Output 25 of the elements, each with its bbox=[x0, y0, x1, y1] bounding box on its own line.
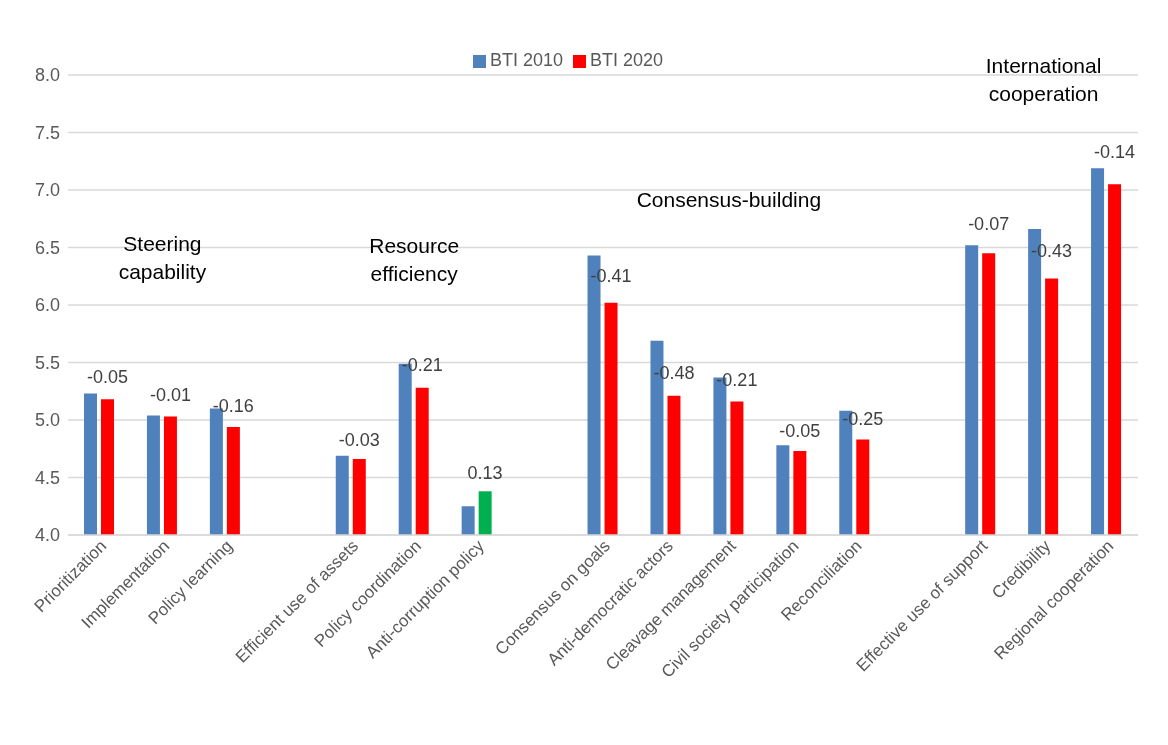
annotation: -0.01 bbox=[148, 384, 192, 408]
annotation: Resource efficiency bbox=[368, 233, 461, 287]
y-tick-label: 6.5 bbox=[34, 237, 60, 258]
y-tick-label: 4.0 bbox=[34, 525, 60, 546]
annotation: -0.05 bbox=[778, 420, 822, 444]
y-tick-label: 8.0 bbox=[34, 65, 60, 86]
y-tick-label: 7.5 bbox=[34, 122, 60, 143]
y-tick-label: 6.0 bbox=[34, 295, 60, 316]
legend-label: BTI 2010 bbox=[489, 50, 563, 70]
annotation: Consensus-building bbox=[635, 187, 823, 213]
annotation: -0.07 bbox=[967, 213, 1011, 237]
annotation: -0.14 bbox=[1093, 141, 1137, 165]
y-tick-label: 5.5 bbox=[34, 352, 60, 373]
annotation: 0.13 bbox=[466, 462, 504, 486]
y-tick-label: 4.5 bbox=[34, 467, 60, 488]
annotation: -0.21 bbox=[400, 354, 444, 378]
annotation: -0.05 bbox=[85, 366, 129, 390]
y-tick-label: 5.0 bbox=[34, 410, 60, 431]
annotation: -0.16 bbox=[211, 394, 255, 418]
annotation: Steering capability bbox=[118, 232, 207, 283]
annotation: -0.21 bbox=[715, 368, 759, 392]
y-tick-label: 7.0 bbox=[34, 180, 60, 201]
annotation: International cooperation bbox=[984, 53, 1103, 107]
annotation: -0.03 bbox=[337, 428, 381, 452]
legend-label: BTI 2020 bbox=[590, 50, 664, 70]
